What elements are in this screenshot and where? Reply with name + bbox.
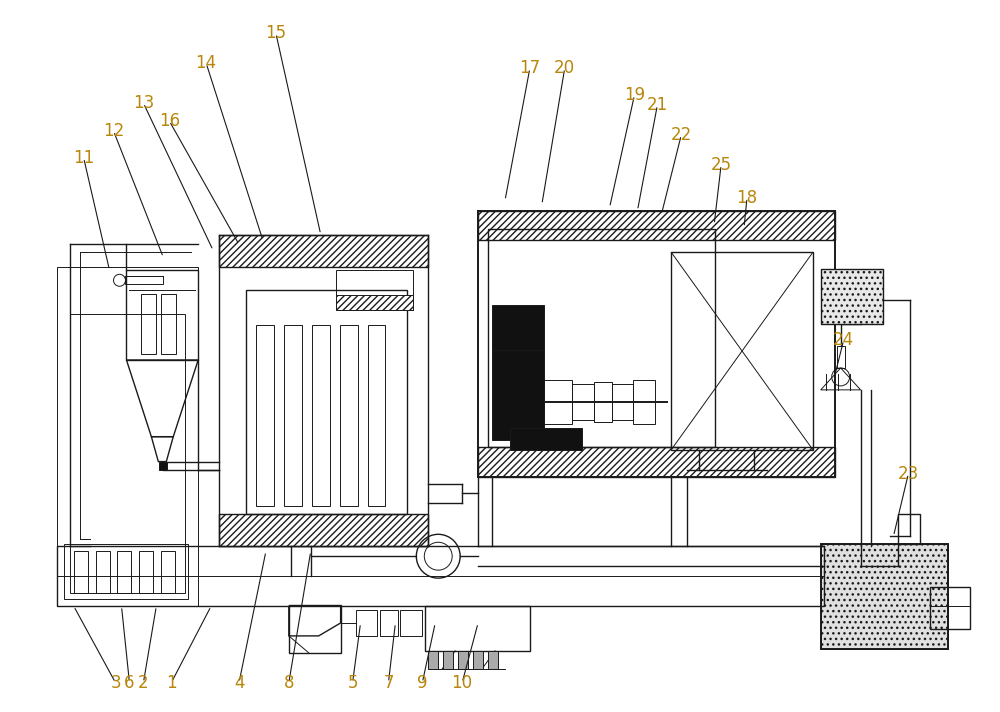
Bar: [159, 461, 167, 469]
Text: 1: 1: [166, 674, 177, 692]
Bar: [117, 551, 131, 593]
Text: 25: 25: [711, 156, 732, 174]
Bar: [510, 428, 582, 450]
Bar: [488, 229, 715, 446]
Text: 11: 11: [73, 149, 94, 167]
Bar: [356, 610, 377, 636]
Text: 14: 14: [196, 54, 217, 72]
Bar: [284, 325, 302, 506]
Bar: [96, 551, 110, 593]
Bar: [400, 610, 422, 636]
Bar: [340, 325, 358, 506]
Bar: [57, 546, 824, 606]
Bar: [246, 290, 407, 514]
Text: 23: 23: [898, 464, 919, 483]
Text: 15: 15: [265, 24, 286, 42]
Bar: [256, 325, 274, 506]
Bar: [125, 276, 163, 284]
Bar: [633, 380, 655, 424]
Text: 2: 2: [138, 674, 149, 692]
Bar: [126, 271, 198, 360]
Bar: [473, 651, 483, 669]
Bar: [612, 384, 633, 420]
Bar: [821, 544, 948, 649]
Bar: [380, 610, 398, 636]
Text: 22: 22: [671, 126, 692, 144]
Text: 21: 21: [647, 96, 668, 114]
Bar: [161, 551, 175, 593]
Bar: [336, 271, 413, 310]
Text: 10: 10: [452, 674, 473, 692]
Text: 4: 4: [234, 674, 244, 692]
Bar: [161, 294, 176, 354]
Text: 20: 20: [554, 59, 575, 77]
Bar: [478, 211, 835, 241]
Bar: [594, 382, 612, 422]
Text: 3: 3: [110, 674, 121, 692]
Bar: [502, 408, 540, 430]
Bar: [425, 606, 530, 651]
Bar: [139, 551, 153, 593]
Bar: [368, 325, 385, 506]
Text: 18: 18: [736, 189, 758, 206]
Bar: [336, 295, 413, 310]
Text: 8: 8: [284, 674, 294, 692]
Text: 9: 9: [417, 674, 428, 692]
Bar: [821, 544, 948, 649]
Bar: [572, 384, 594, 420]
Bar: [821, 269, 883, 324]
Text: 16: 16: [159, 112, 180, 130]
Bar: [544, 380, 572, 424]
Text: 6: 6: [124, 674, 135, 692]
Bar: [289, 605, 341, 653]
Text: 12: 12: [103, 122, 124, 140]
Bar: [478, 446, 835, 476]
Bar: [443, 651, 453, 669]
Bar: [74, 551, 88, 593]
Bar: [492, 305, 544, 350]
Text: 24: 24: [833, 331, 854, 349]
Bar: [837, 346, 845, 368]
Text: 7: 7: [383, 674, 394, 692]
Bar: [458, 651, 468, 669]
Bar: [930, 587, 970, 629]
Bar: [428, 651, 438, 669]
Text: 19: 19: [624, 86, 645, 104]
Bar: [57, 267, 198, 606]
Bar: [70, 314, 185, 593]
Text: 13: 13: [133, 94, 154, 112]
Bar: [671, 253, 813, 450]
Bar: [219, 514, 428, 546]
Text: 17: 17: [519, 59, 540, 77]
Text: 5: 5: [347, 674, 358, 692]
Bar: [312, 325, 330, 506]
Bar: [141, 294, 156, 354]
Bar: [64, 544, 188, 599]
Bar: [492, 350, 544, 440]
Bar: [821, 269, 883, 324]
Bar: [898, 514, 920, 544]
Bar: [488, 651, 498, 669]
Bar: [219, 236, 428, 267]
